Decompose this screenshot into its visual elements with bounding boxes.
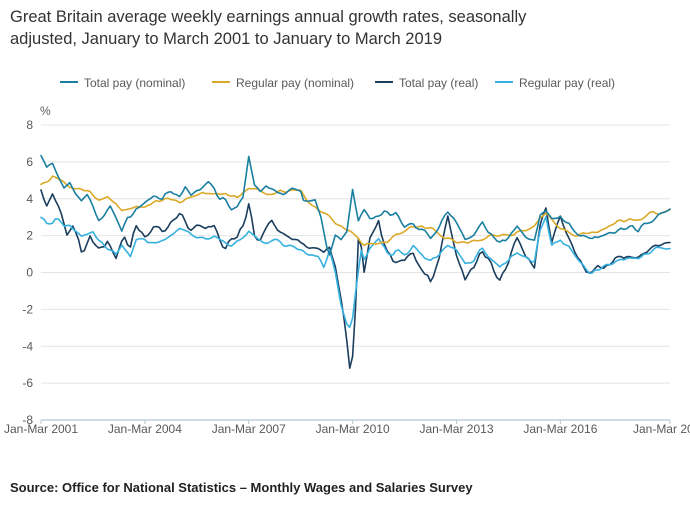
svg-text:Jan-Mar 2007: Jan-Mar 2007 (212, 422, 286, 436)
svg-text:-4: -4 (22, 339, 33, 353)
svg-text:Jan-Mar 2001: Jan-Mar 2001 (4, 422, 78, 436)
svg-text:Jan-Mar 2019: Jan-Mar 2019 (633, 422, 690, 436)
svg-text:-2: -2 (22, 302, 33, 316)
svg-text:Jan-Mar 2013: Jan-Mar 2013 (419, 422, 493, 436)
svg-text:Jan-Mar 2010: Jan-Mar 2010 (316, 422, 390, 436)
svg-text:0: 0 (26, 266, 33, 280)
svg-text:2: 2 (26, 229, 33, 243)
svg-text:Jan-Mar 2016: Jan-Mar 2016 (523, 422, 597, 436)
svg-text:8: 8 (26, 118, 33, 132)
svg-text:6: 6 (26, 155, 33, 169)
svg-text:Jan-Mar 2004: Jan-Mar 2004 (108, 422, 182, 436)
svg-text:4: 4 (26, 192, 33, 206)
svg-text:-6: -6 (22, 376, 33, 390)
